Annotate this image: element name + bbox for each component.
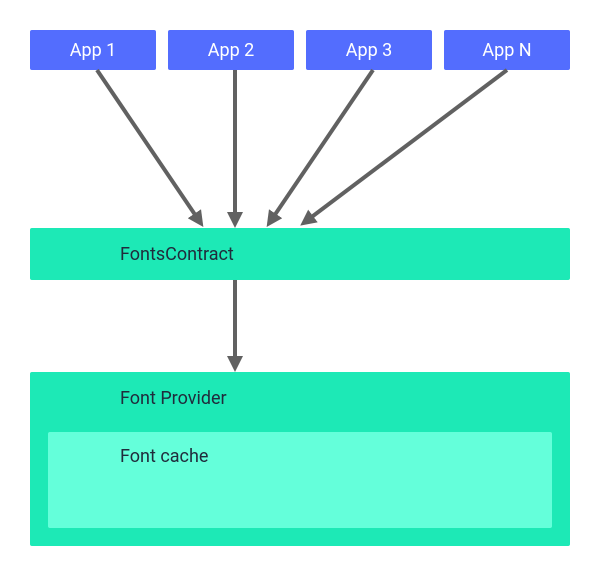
app-box-3: App 3 [306,30,432,70]
app-box-2: App 2 [168,30,294,70]
app-box-n: App N [444,30,570,70]
fonts-contract-box: FontsContract [30,228,570,280]
font-cache-box: Font cache [48,432,552,528]
font-provider-label: Font Provider [120,388,227,409]
apps-row: App 1 App 2 App 3 App N [30,30,570,70]
app-box-1: App 1 [30,30,156,70]
font-provider-box: Font Provider Font cache [30,372,570,546]
